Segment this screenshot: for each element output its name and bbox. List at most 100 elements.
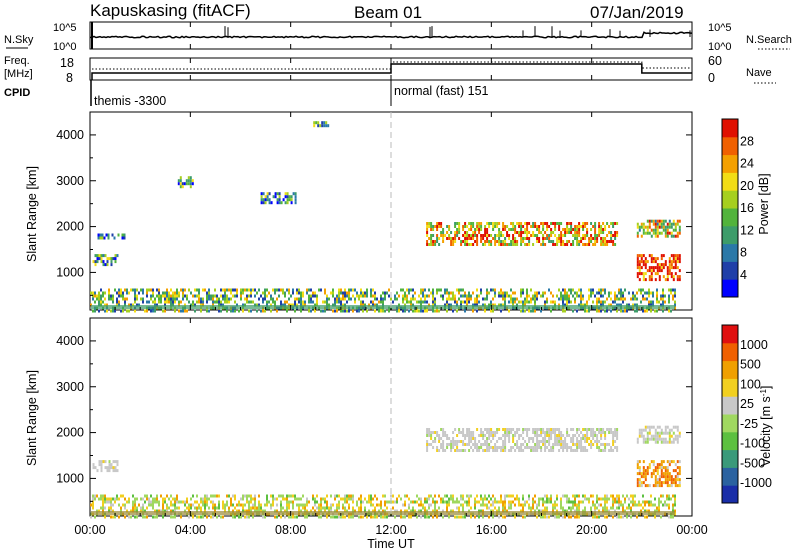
echo-cell <box>362 294 364 298</box>
echo-cell <box>432 240 435 243</box>
nsearch-tick-bottom: 10^0 <box>708 41 732 53</box>
echo-cell <box>668 288 670 292</box>
echo-cell <box>474 515 476 519</box>
echo-cell <box>584 434 587 437</box>
echo-cell <box>224 291 226 295</box>
echo-cell <box>368 500 370 504</box>
echo-cell <box>288 291 290 295</box>
echo-cell <box>640 225 643 229</box>
echo-cell <box>102 460 105 464</box>
echo-cell <box>462 506 464 510</box>
echo-cell <box>478 231 481 234</box>
echo-cell <box>100 297 102 301</box>
echo-cell <box>442 443 445 446</box>
echo-cell <box>510 428 513 431</box>
echo-cell <box>110 506 112 510</box>
echo-cell <box>208 294 210 298</box>
echo-cell <box>656 266 659 270</box>
echo-cell <box>472 437 475 440</box>
echo-cell <box>660 266 663 270</box>
echo-cell <box>97 233 100 237</box>
echo-cell <box>410 288 412 292</box>
echo-cell <box>266 494 268 498</box>
echo-cell <box>103 236 106 240</box>
echo-cell <box>604 291 606 295</box>
echo-cell <box>506 225 509 228</box>
echo-cell <box>672 425 675 429</box>
echo-cell <box>612 443 615 446</box>
echo-cell <box>574 237 577 240</box>
echo-cell <box>470 297 472 301</box>
echo-cell <box>424 309 426 313</box>
echo-cell <box>536 228 539 231</box>
echo-cell <box>410 297 412 301</box>
echo-cell <box>258 297 260 301</box>
echo-cell <box>518 500 520 504</box>
echo-cell <box>366 288 368 292</box>
echo-cell <box>598 440 601 443</box>
echo-cell <box>466 240 469 243</box>
echo-cell <box>286 500 288 504</box>
echo-cell <box>332 294 334 298</box>
echo-cell <box>644 291 646 295</box>
echo-cell <box>642 309 644 313</box>
echo-cell <box>610 240 613 243</box>
echo-cell <box>462 428 465 431</box>
echo-cell <box>602 300 604 304</box>
echo-cell <box>494 434 497 437</box>
echo-cell <box>648 225 651 229</box>
echo-cell <box>294 494 296 498</box>
echo-cell <box>482 449 485 452</box>
echo-cell <box>430 240 433 243</box>
echo-cell <box>546 237 549 240</box>
echo-cell <box>656 219 659 223</box>
echo-cell <box>189 182 192 186</box>
echo-cell <box>642 506 644 510</box>
echo-cell <box>488 222 491 225</box>
echo-cell <box>670 275 673 279</box>
echo-cell <box>216 494 218 498</box>
echo-cell <box>126 288 128 292</box>
echo-cell <box>144 309 146 313</box>
echo-cell <box>598 431 601 434</box>
echo-cell <box>152 497 154 501</box>
echo-cell <box>636 460 639 464</box>
echo-cell <box>246 297 248 301</box>
echo-cell <box>440 231 443 234</box>
echo-cell <box>102 254 105 258</box>
echo-cell <box>578 434 581 437</box>
echo-cell <box>526 225 529 228</box>
echo-cell <box>436 228 439 231</box>
echo-cell <box>302 294 304 298</box>
echo-cell <box>136 294 138 298</box>
echo-cell <box>466 494 468 498</box>
echo-cell <box>342 515 344 519</box>
echo-cell <box>546 234 549 237</box>
echo-cell <box>104 309 106 313</box>
echo-cell <box>576 234 579 237</box>
echo-cell <box>648 428 651 432</box>
echo-cell <box>206 497 208 501</box>
echo-cell <box>226 300 228 304</box>
echo-cell <box>640 428 643 432</box>
echo-cell <box>320 497 322 501</box>
echo-cell <box>482 234 485 237</box>
echo-cell <box>432 500 434 504</box>
echo-cell <box>246 500 248 504</box>
echo-cell <box>140 297 142 301</box>
echo-cell <box>294 497 296 501</box>
echo-cell <box>544 300 546 304</box>
echo-cell <box>660 428 663 432</box>
echo-cell <box>404 291 406 295</box>
echo-cell <box>158 300 160 304</box>
velocity-colorbar-label: Velocity [m s-1] <box>759 386 773 467</box>
nave-label: Nave <box>746 67 772 79</box>
echo-cell <box>370 515 372 519</box>
echo-cell <box>492 434 495 437</box>
echo-cell <box>524 243 527 246</box>
echo-cell <box>506 431 509 434</box>
echo-cell <box>216 294 218 298</box>
echo-cell <box>502 506 504 510</box>
echo-cell <box>568 515 570 519</box>
